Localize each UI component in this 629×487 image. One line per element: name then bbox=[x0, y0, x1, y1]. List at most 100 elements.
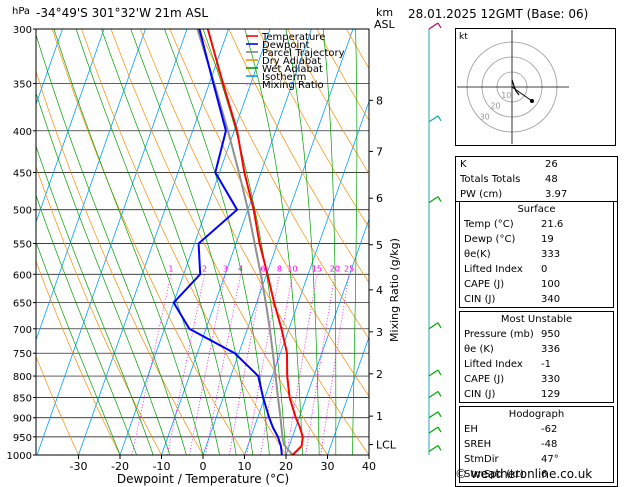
stat-label: PW (cm) bbox=[460, 187, 502, 202]
stat-value: 950 bbox=[541, 327, 609, 342]
wind-barbs bbox=[429, 23, 441, 455]
stat-label: K bbox=[460, 157, 467, 172]
wind-barb bbox=[429, 445, 438, 451]
stat-value: -48 bbox=[541, 437, 609, 452]
surface-title: Surface bbox=[460, 202, 613, 217]
hodograph-ring-label: 10 bbox=[501, 91, 511, 100]
wind-barb-flag bbox=[438, 197, 441, 202]
stat-label: StmDir bbox=[464, 452, 499, 467]
asl-label: ASL bbox=[374, 18, 396, 31]
y-axis-label: Mixing Ratio (g/kg) bbox=[388, 238, 401, 342]
wind-barb-flag bbox=[438, 116, 441, 121]
stat-row: θe (K)336 bbox=[460, 342, 613, 357]
x-axis-label: Dewpoint / Temperature (°C) bbox=[117, 472, 289, 486]
stat-value: 48 bbox=[545, 172, 613, 187]
wet-adiabat bbox=[323, 29, 336, 455]
stat-label: Pressure (mb) bbox=[464, 327, 534, 342]
stat-value: 26 bbox=[545, 157, 613, 172]
stat-row: CIN (J)129 bbox=[460, 387, 613, 402]
km-tick-label: 2 bbox=[376, 368, 383, 381]
dry-adiabat bbox=[111, 29, 328, 455]
stat-label: Lifted Index bbox=[464, 262, 523, 277]
km-tick-label: 3 bbox=[376, 326, 383, 339]
mixing-ratio-label: 6 bbox=[260, 264, 265, 273]
pressure-tick-label: 1000 bbox=[7, 451, 32, 462]
stat-value: 0 bbox=[541, 262, 609, 277]
wet-adiabat bbox=[352, 29, 357, 455]
pressure-tick-label: 400 bbox=[13, 127, 32, 138]
stat-label: CAPE (J) bbox=[464, 277, 504, 292]
stat-label: SREH bbox=[464, 437, 491, 452]
temperature-tick-label: -30 bbox=[70, 460, 88, 473]
km-tick-label: 1 bbox=[376, 410, 383, 423]
stat-row: CAPE (J)100 bbox=[460, 277, 613, 292]
stat-row: PW (cm) 3.97 bbox=[456, 187, 617, 202]
location-label: -34°49'S 301°32'W 21m ASL bbox=[36, 6, 208, 20]
km-tick-label: 7 bbox=[376, 145, 383, 158]
mixing-ratio-label: 15 bbox=[312, 264, 322, 273]
mixing-ratio-label: 8 bbox=[277, 264, 282, 273]
stat-label: θe(K) bbox=[464, 247, 491, 262]
mixing-ratio-label: 2 bbox=[202, 264, 207, 273]
dewpoint-line bbox=[174, 29, 282, 455]
plot-frame bbox=[36, 29, 369, 455]
stat-label: θe (K) bbox=[464, 342, 494, 357]
stat-row: Dewp (°C)19 bbox=[460, 232, 613, 247]
isotherm-line bbox=[79, 29, 229, 455]
most-unstable-title: Most Unstable bbox=[460, 312, 613, 327]
wind-barb bbox=[429, 391, 438, 397]
datetime-label: 28.01.2025 12GMT (Base: 06) bbox=[408, 7, 588, 21]
stat-value: -1 bbox=[541, 357, 609, 372]
km-tick-label: 6 bbox=[376, 192, 383, 205]
wind-barb-flag bbox=[438, 427, 441, 432]
stat-row: CAPE (J)330 bbox=[460, 372, 613, 387]
wind-barb-flag bbox=[438, 370, 441, 375]
stat-label: CAPE (J) bbox=[464, 372, 504, 387]
temperature-tick-label: 30 bbox=[321, 460, 335, 473]
stat-row: Lifted Index -1 bbox=[460, 357, 613, 372]
stat-row: SREH -48 bbox=[460, 437, 613, 452]
wind-barb-flag bbox=[438, 323, 441, 328]
km-tick-label: 8 bbox=[376, 94, 383, 107]
stat-row: EH-62 bbox=[460, 422, 613, 437]
mixing-ratio-line bbox=[167, 274, 204, 455]
hodograph-title: Hodograph bbox=[460, 407, 613, 422]
mixing-ratio-line bbox=[287, 274, 317, 455]
pressure-tick-label: 300 bbox=[13, 25, 32, 36]
wind-barb bbox=[429, 370, 438, 376]
wind-barb-flag bbox=[438, 391, 441, 396]
pressure-tick-label: 700 bbox=[13, 325, 32, 336]
mixing-ratio-line bbox=[189, 274, 225, 455]
hodograph-ring-label: 30 bbox=[480, 112, 490, 121]
mixing-ratio-line bbox=[306, 274, 335, 455]
stat-row: Pressure (mb) 950 bbox=[460, 327, 613, 342]
stat-value: -62 bbox=[541, 422, 609, 437]
stat-row: K 26 bbox=[456, 157, 617, 172]
stat-value: 340 bbox=[541, 292, 609, 307]
stat-label: Dewp (°C) bbox=[464, 232, 515, 247]
stat-value: 129 bbox=[541, 387, 609, 402]
stat-label: CIN (J) bbox=[464, 292, 495, 307]
dry-adiabat bbox=[0, 29, 79, 455]
stat-value: 333 bbox=[541, 247, 609, 262]
hodograph-ring-label: 20 bbox=[490, 102, 500, 111]
stat-label: Temp (°C) bbox=[464, 217, 514, 232]
stat-row: θe(K) 333 bbox=[460, 247, 613, 262]
wind-barb bbox=[429, 427, 438, 433]
stat-row: Temp (°C)21.6 bbox=[460, 217, 613, 232]
stat-value: 3.97 bbox=[545, 187, 613, 202]
km-tick-label: 5 bbox=[376, 239, 383, 252]
stat-value: 47° bbox=[541, 452, 609, 467]
wind-barb bbox=[429, 23, 438, 29]
dry-adiabat bbox=[199, 29, 452, 455]
legend-label: Mixing Ratio bbox=[262, 80, 324, 91]
isotherm-line bbox=[245, 29, 395, 455]
stat-label: Lifted Index bbox=[464, 357, 523, 372]
stat-row: Lifted Index 0 bbox=[460, 262, 613, 277]
temperature-tick-label: 40 bbox=[362, 460, 376, 473]
